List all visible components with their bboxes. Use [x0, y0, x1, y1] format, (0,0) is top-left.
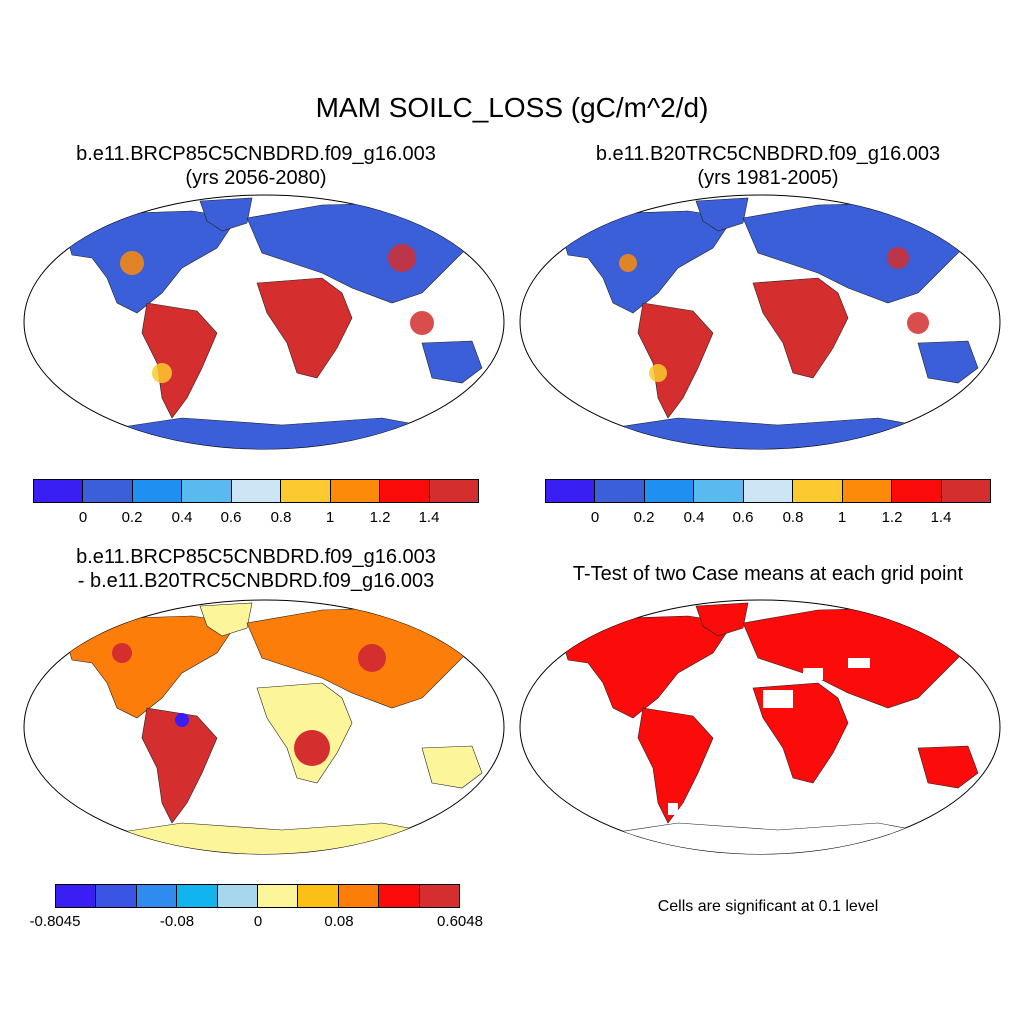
colorbar-difference [55, 884, 460, 908]
land-north-america [562, 210, 734, 314]
land-south-america [141, 302, 218, 419]
colorbar-future-tick: 1.2 [369, 509, 391, 526]
panel-4-title: T-Test of two Case means at each grid po… [512, 562, 1024, 586]
colorbar-swatch [379, 885, 420, 907]
land-north-america [66, 615, 238, 719]
land-australia [917, 745, 979, 789]
colorbar-historical-tick: 1.4 [930, 509, 952, 526]
map-panel-future [23, 194, 505, 450]
map-panel-difference [23, 599, 505, 855]
land-south-america [637, 302, 714, 419]
colorbar-swatch [842, 480, 893, 502]
land-australia [421, 340, 483, 384]
panel-4-ttest-title: T-Test of two Case means at each grid po… [572, 563, 964, 585]
land-africa [752, 277, 849, 379]
colorbar-swatch [177, 885, 218, 907]
colorbar-swatch [429, 480, 478, 502]
map-panel-ttest [519, 599, 1001, 855]
colorbar-swatch [281, 480, 331, 502]
panel-1-years: (yrs 2056-2080) [185, 167, 327, 189]
panel-1-title: b.e11.BRCP85C5CNBDRD.f09_g16.003 (yrs 20… [0, 142, 512, 190]
colorbar-difference-tick: 0.6048 [437, 913, 483, 930]
colorbar-historical-tick: 1.2 [881, 509, 903, 526]
colorbar-historical-tick: 0.8 [782, 509, 804, 526]
colorbar-swatch [34, 480, 84, 502]
colorbar-swatch [941, 480, 990, 502]
colorbar-swatch [793, 480, 843, 502]
colorbar-future-tick: 0.2 [121, 509, 143, 526]
significance-note: Cells are significant at 0.1 level [657, 898, 879, 915]
colorbar-difference-tick: -0.8045 [29, 913, 81, 930]
colorbar-swatch [644, 480, 695, 502]
colorbar-future-tick: 1.4 [418, 509, 440, 526]
panel-3-title: b.e11.BRCP85C5CNBDRD.f09_g16.003 - b.e11… [0, 545, 512, 593]
panel-2-title: b.e11.B20TRC5CNBDRD.f09_g16.003 (yrs 198… [512, 142, 1024, 190]
main-title: MAM SOILC_LOSS (gC/m^2/d) [315, 92, 709, 123]
land-greenland [695, 197, 749, 232]
colorbar-swatch [330, 480, 381, 502]
colorbar-future-tick: 0.8 [270, 509, 292, 526]
land-north-america [562, 615, 734, 719]
land-australia [917, 340, 979, 384]
colorbar-future-tick: 1 [325, 509, 335, 526]
land-australia [421, 745, 483, 789]
land-north-america [66, 210, 238, 314]
colorbar-swatch [380, 480, 430, 502]
panel-3-case-a: b.e11.BRCP85C5CNBDRD.f09_g16.003 [76, 546, 436, 568]
colorbar-future-tick: 0 [78, 509, 88, 526]
land-greenland [199, 602, 253, 637]
colorbar-swatch [258, 885, 299, 907]
colorbar-swatch [338, 885, 380, 907]
land-africa [256, 277, 353, 379]
colorbar-swatch [96, 885, 137, 907]
panel-2-years: (yrs 1981-2005) [697, 167, 839, 189]
land-greenland [199, 197, 253, 232]
colorbar-swatch [546, 480, 596, 502]
colorbar-historical-tick: 1 [837, 509, 847, 526]
colorbar-swatch [132, 480, 183, 502]
colorbar-historical [545, 479, 991, 503]
panel-1-case-name: b.e11.BRCP85C5CNBDRD.f09_g16.003 [76, 143, 436, 165]
panel-3-case-b: - b.e11.B20TRC5CNBDRD.f09_g16.003 [77, 570, 435, 592]
colorbar-future-tick: 0.6 [220, 509, 242, 526]
colorbar-swatch [743, 480, 794, 502]
colorbar-swatch [298, 885, 339, 907]
colorbar-swatch [83, 480, 133, 502]
map-panel-historical [519, 194, 1001, 450]
colorbar-historical-tick: 0.4 [683, 509, 705, 526]
colorbar-historical-tick: 0.6 [732, 509, 754, 526]
colorbar-swatch [231, 480, 282, 502]
colorbar-difference-tick: 0 [253, 913, 263, 930]
colorbar-swatch [217, 885, 259, 907]
colorbar-future-tick: 0.4 [171, 509, 193, 526]
colorbar-swatch [595, 480, 645, 502]
colorbar-historical-tick: 0 [590, 509, 600, 526]
land-greenland [695, 602, 749, 637]
colorbar-future [33, 479, 479, 503]
colorbar-difference-tick: 0.08 [324, 913, 354, 930]
colorbar-swatch [182, 480, 232, 502]
panel-2-case-name: b.e11.B20TRC5CNBDRD.f09_g16.003 [595, 143, 941, 165]
land-south-america [141, 707, 218, 824]
colorbar-difference-tick: -0.08 [159, 913, 195, 930]
colorbar-swatch [419, 885, 460, 907]
colorbar-swatch [694, 480, 744, 502]
colorbar-swatch [56, 885, 97, 907]
colorbar-historical-tick: 0.2 [633, 509, 655, 526]
colorbar-swatch [136, 885, 178, 907]
colorbar-swatch [892, 480, 942, 502]
